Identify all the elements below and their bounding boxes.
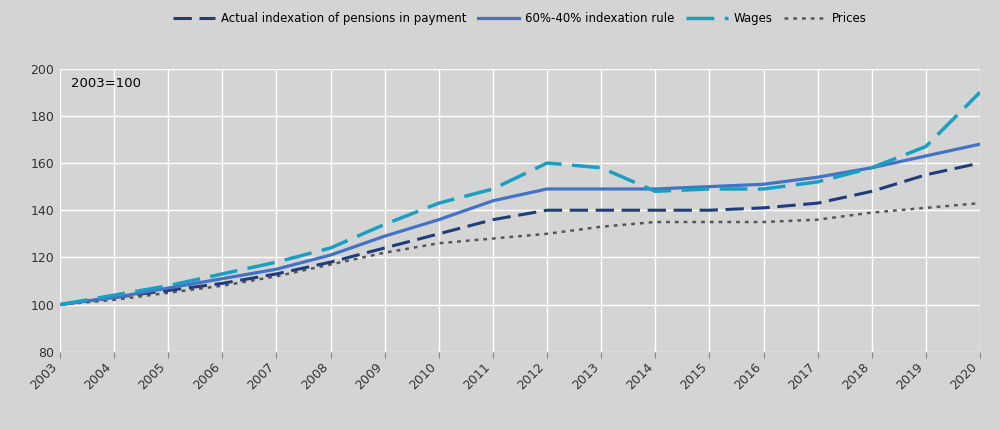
Text: 2003=100: 2003=100 xyxy=(71,77,141,90)
Legend: Actual indexation of pensions in payment, 60%-40% indexation rule, Wages, Prices: Actual indexation of pensions in payment… xyxy=(173,12,867,25)
